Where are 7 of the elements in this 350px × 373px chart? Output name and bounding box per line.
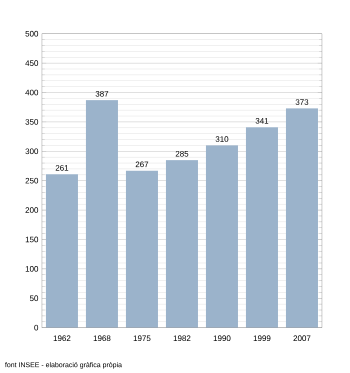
bar: [166, 160, 198, 328]
bar: [46, 174, 78, 328]
bar: [86, 100, 118, 328]
bar: [126, 170, 158, 328]
bar: [246, 127, 278, 328]
bar: [286, 108, 318, 328]
bar: [206, 145, 238, 328]
